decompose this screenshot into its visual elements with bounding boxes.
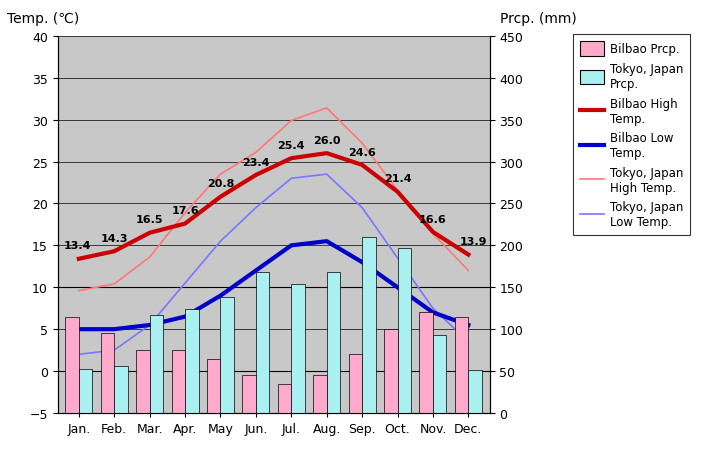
Text: 16.6: 16.6 bbox=[419, 214, 447, 224]
Bar bbox=[313, 375, 327, 413]
Legend: Bilbao Prcp., Tokyo, Japan
Prcp., Bilbao High
Temp., Bilbao Low
Temp., Tokyo, Ja: Bilbao Prcp., Tokyo, Japan Prcp., Bilbao… bbox=[573, 35, 690, 235]
Text: 13.9: 13.9 bbox=[460, 237, 487, 246]
Text: 24.6: 24.6 bbox=[348, 147, 376, 157]
Text: 13.4: 13.4 bbox=[63, 241, 91, 251]
Bar bbox=[220, 298, 234, 413]
Bar bbox=[101, 334, 114, 413]
Bar bbox=[420, 313, 433, 413]
Bar bbox=[256, 273, 269, 413]
Text: 23.4: 23.4 bbox=[242, 157, 270, 167]
Bar bbox=[327, 273, 340, 413]
Bar bbox=[207, 359, 220, 413]
Bar bbox=[468, 370, 482, 413]
Text: 25.4: 25.4 bbox=[277, 140, 305, 151]
Bar bbox=[185, 309, 199, 413]
Bar bbox=[433, 336, 446, 413]
Text: 17.6: 17.6 bbox=[171, 206, 199, 216]
Bar bbox=[384, 330, 397, 413]
Text: Temp. (℃): Temp. (℃) bbox=[7, 11, 79, 25]
Text: 20.8: 20.8 bbox=[207, 179, 234, 189]
Text: 26.0: 26.0 bbox=[313, 135, 341, 146]
Text: 21.4: 21.4 bbox=[384, 174, 411, 184]
Bar bbox=[114, 366, 127, 413]
Bar bbox=[66, 317, 79, 413]
Bar bbox=[397, 248, 411, 413]
Bar bbox=[292, 284, 305, 413]
Bar bbox=[362, 237, 376, 413]
Bar bbox=[79, 369, 92, 413]
Bar bbox=[243, 375, 256, 413]
Bar bbox=[150, 315, 163, 413]
Text: 14.3: 14.3 bbox=[101, 233, 128, 243]
Bar bbox=[171, 350, 185, 413]
Text: 16.5: 16.5 bbox=[136, 215, 163, 225]
Text: Prcp. (mm): Prcp. (mm) bbox=[500, 11, 577, 25]
Bar bbox=[348, 354, 362, 413]
Bar bbox=[455, 317, 468, 413]
Bar bbox=[136, 350, 150, 413]
Bar bbox=[278, 384, 292, 413]
